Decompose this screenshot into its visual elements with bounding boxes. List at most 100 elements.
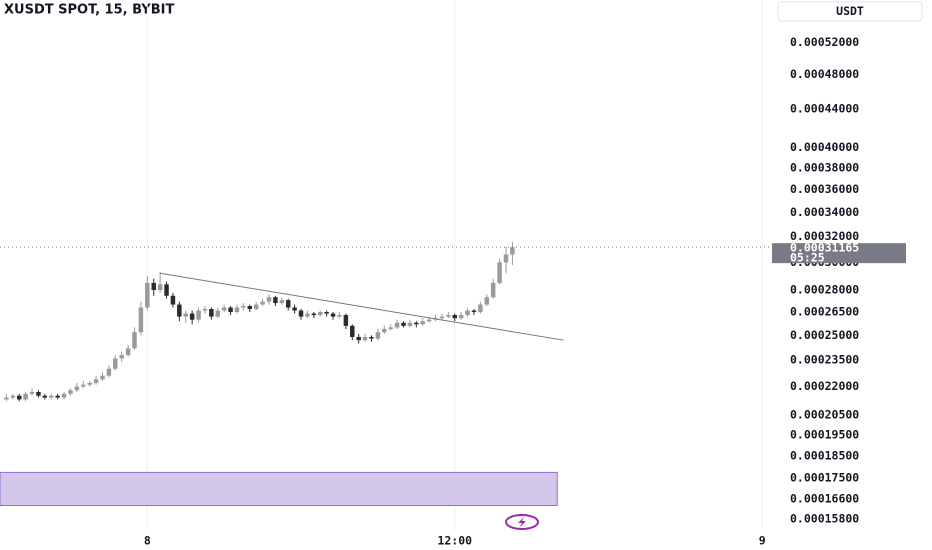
candle-body [119,355,124,359]
candle-body [446,315,451,317]
last-price-label: 0.00031165 [790,241,859,255]
candle-body [324,312,329,314]
candle-body [16,395,22,400]
candle-body [375,332,381,339]
candle-body [503,254,509,263]
candle-body [138,307,144,333]
y-tick-label: 0.00052000 [790,35,859,49]
y-tick-label: 0.00026500 [790,305,859,319]
y-tick-label: 0.00032000 [790,229,859,243]
candle-body [74,386,80,391]
x-tick-label: 12:00 [437,534,472,548]
candle-body [356,336,361,341]
y-tick-label: 0.00025000 [790,328,859,342]
candle-body [164,284,169,296]
y-tick-label: 0.00023500 [790,353,859,367]
candle-body [330,313,336,317]
candle-body [407,322,413,326]
candle-body [221,307,227,311]
candle-body [202,309,208,311]
candle-body [298,310,304,317]
candle-body [343,315,349,326]
candle-body [247,306,253,310]
candle-body [209,309,214,317]
candle-body [145,282,150,308]
candle-body [497,262,502,283]
candle-body [458,315,464,319]
y-tick-label: 0.00036000 [790,182,859,196]
candle-body [81,384,86,387]
candle-body [318,312,323,316]
candle-body [305,313,310,317]
candle-body [426,319,432,322]
candle-body [234,307,240,313]
candle-body [439,316,445,319]
candle-body [420,321,425,325]
y-tick-label: 0.00044000 [790,102,859,116]
candle-body [183,313,188,317]
candle-body [157,284,163,291]
countdown: 05:25 [790,251,825,265]
candle-body [266,297,272,302]
candle-body [362,336,368,341]
y-tick-label: 0.00034000 [790,205,859,219]
candle-body [100,375,105,380]
candle-body [4,397,9,400]
candle-body [215,310,221,317]
replay-icon[interactable] [505,514,539,530]
candle-body [93,379,99,383]
currency[interactable]: USDT [836,4,864,18]
candle-body [382,329,387,333]
candle-body [471,310,477,313]
candle-body [279,300,285,304]
x-tick-label: 9 [759,534,766,548]
y-tick-label: 0.00048000 [790,67,859,81]
candle-body [132,332,137,349]
candle-body [170,295,176,305]
candle-body [337,315,342,317]
candle-body [29,391,35,394]
currency-box[interactable] [777,1,923,22]
y-tick-label: 0.00028000 [790,283,859,297]
candle-body [369,336,374,339]
candle-body [465,310,470,316]
candle-body [125,348,131,356]
candle-body [55,395,60,398]
candle-body [388,327,393,330]
candle-body [48,395,54,398]
chart-title: XUSDT SPOT, 15, BYBIT [4,3,174,18]
candle-body [510,247,515,255]
y-tick-label: 0.00016600 [790,492,859,506]
candle-body [311,313,317,316]
candle-body [68,390,73,394]
candle-body [151,282,156,291]
candle-body [177,304,182,317]
candle-body [414,322,419,325]
candle-body [10,395,16,398]
y-tick-label: 0.00022000 [790,379,859,393]
y-tick-label: 0.00015800 [790,511,859,525]
candle-body [484,297,490,305]
candle-body [228,307,233,313]
candle-body [196,310,201,320]
candle-body [273,297,278,304]
candle-body [350,325,355,337]
candle-body [36,391,41,396]
candle-body [241,306,246,308]
candle-body [394,322,400,328]
candle-body [452,315,457,319]
y-tick-label: 0.00020500 [790,407,859,421]
y-tick-label: 0.00040000 [790,140,859,154]
candle-body [260,301,265,305]
candle-body [106,368,112,376]
candle-body [292,307,297,311]
candle-body [253,304,259,310]
candle-body [490,282,496,298]
candle-body [285,300,291,308]
candle-body [113,358,118,369]
candle-body [23,393,28,400]
zone [0,471,558,507]
last-price-box [772,243,906,264]
candle-body [61,393,67,398]
